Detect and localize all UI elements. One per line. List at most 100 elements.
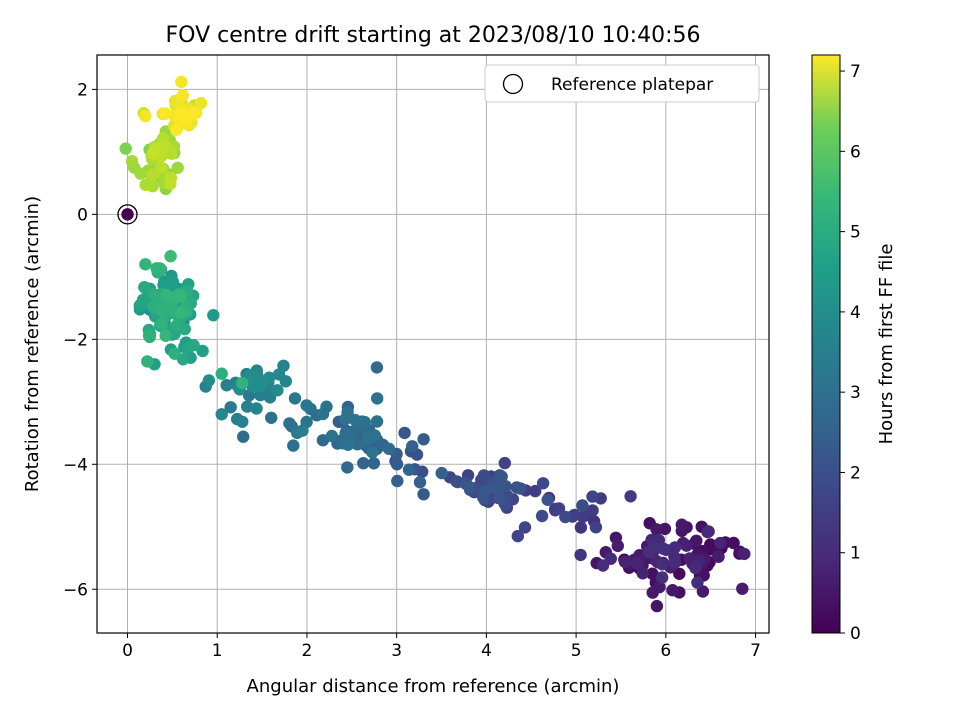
x-tick-label: 0: [122, 641, 133, 661]
scatter-point: [194, 96, 208, 110]
scatter-point: [357, 457, 370, 470]
x-tick-label: 6: [660, 641, 671, 661]
scatter-point: [574, 548, 587, 562]
scatter-point: [339, 427, 352, 440]
scatter-point: [125, 155, 139, 168]
scatter-point: [160, 288, 173, 302]
scatter-point: [175, 75, 188, 89]
scatter-point: [202, 374, 216, 387]
scatter-point: [370, 361, 384, 374]
y-tick-label: 2: [77, 80, 88, 100]
colorbar-tick-label: 7: [850, 62, 861, 82]
scatter-point: [535, 509, 549, 523]
scatter-point: [283, 417, 296, 430]
colorbar-tick-label: 3: [850, 383, 861, 403]
scatter-point: [316, 407, 330, 421]
plot-frame: [96, 54, 770, 634]
scatter-point: [119, 142, 132, 155]
scatter-point: [510, 481, 523, 494]
scatter-point: [417, 433, 430, 446]
y-axis-label: Rotation from reference (arcmin): [22, 196, 43, 492]
scatter-point: [142, 329, 156, 342]
scatter-point: [146, 168, 160, 182]
scatter-point: [215, 408, 228, 421]
scatter-point: [690, 534, 703, 547]
scatter-point: [349, 413, 362, 427]
scatter-point: [153, 302, 167, 315]
x-tick-label: 3: [391, 641, 402, 661]
scatter-point: [680, 539, 693, 552]
scatter-point: [368, 429, 381, 442]
scatter-point: [272, 368, 286, 381]
x-axis-ticks: 0 1 2 3 4 5 6 7: [122, 633, 761, 661]
scatter-point: [159, 107, 172, 120]
scatter-point: [339, 413, 352, 426]
scatter-point: [712, 550, 725, 563]
colorbar-tick-label: 4: [850, 303, 861, 323]
data-points: [119, 75, 751, 613]
scatter-point: [398, 426, 411, 440]
y-tick-label: 0: [77, 205, 88, 225]
scatter-point: [136, 293, 150, 306]
scatter-point: [390, 458, 404, 471]
scatter-point: [391, 474, 404, 488]
scatter-point: [220, 379, 233, 392]
scatter-point: [165, 147, 178, 160]
scatter-point: [371, 392, 384, 405]
reference-point: [121, 208, 134, 221]
scatter-point: [263, 371, 276, 384]
scatter-point: [174, 114, 187, 128]
scatter-point: [656, 558, 669, 571]
scatter-point: [367, 457, 381, 470]
scatter-point: [134, 167, 147, 180]
scatter-point: [642, 546, 656, 559]
scatter-point: [146, 146, 160, 160]
scatter-point: [236, 376, 249, 390]
scatter-point: [696, 585, 710, 598]
scatter-point: [168, 347, 181, 360]
scatter-point: [417, 488, 430, 501]
scatter-point: [241, 400, 254, 413]
scatter-point: [493, 491, 507, 504]
scatter-point: [666, 584, 679, 597]
scatter-point: [701, 525, 714, 539]
scatter-point: [139, 258, 152, 271]
legend-entry: Reference platepar: [551, 75, 713, 95]
scatter-point: [300, 399, 313, 412]
scatter-point: [325, 429, 339, 443]
y-tick-label: −4: [63, 455, 88, 475]
scatter-point: [479, 484, 492, 497]
colorbar-tick-label: 5: [850, 223, 861, 243]
scatter-point: [450, 475, 463, 488]
scatter-point: [683, 552, 696, 565]
y-axis-ticks: −6 −4 −2 0 2: [63, 80, 97, 600]
scatter-point: [738, 547, 751, 561]
scatter-point: [689, 561, 702, 575]
scatter-point: [541, 493, 554, 506]
scatter-point: [147, 288, 160, 301]
colorbar: 0 1 2 3 4 5 6 7 Hours from first FF file: [811, 54, 897, 644]
scatter-point: [499, 480, 512, 493]
reference-ring: [117, 204, 138, 225]
scatter-point: [413, 476, 427, 489]
scatter-point: [586, 490, 599, 503]
scatter-point: [673, 567, 686, 580]
scatter-point: [187, 339, 200, 352]
scatter-point: [656, 542, 670, 555]
colorbar-tick-label: 6: [850, 142, 861, 162]
scatter-point: [650, 599, 664, 613]
scatter-point: [714, 536, 727, 550]
legend-marker-icon: [502, 73, 524, 95]
x-axis-label: Angular distance from reference (arcmin): [247, 676, 620, 697]
scatter-point: [351, 438, 364, 451]
scatter-point: [488, 481, 501, 494]
x-tick-label: 4: [481, 641, 492, 661]
scatter-point: [586, 504, 599, 517]
colorbar-gradient: [811, 54, 841, 634]
scatter-point: [224, 401, 237, 414]
colorbar-ticks: 0 1 2 3 4 5 6 7: [840, 62, 861, 644]
scatter-point: [463, 480, 476, 494]
scatter-point: [552, 502, 566, 515]
scatter-point: [668, 556, 682, 569]
